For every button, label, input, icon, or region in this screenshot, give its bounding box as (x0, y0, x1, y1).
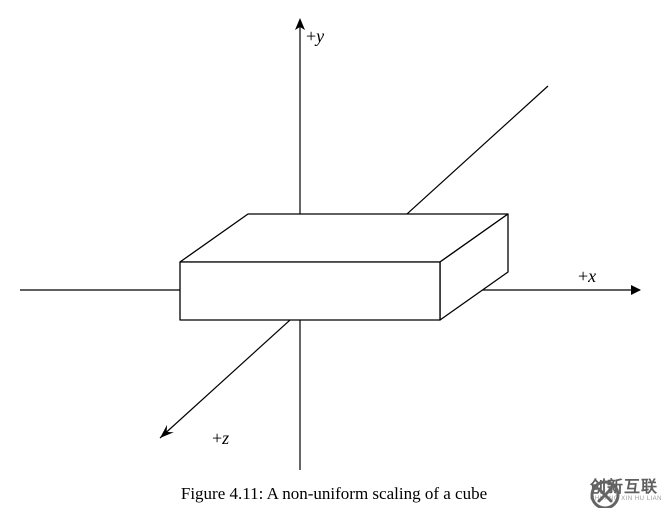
cube-front-face (180, 262, 440, 320)
x-axis-label: +x (578, 266, 596, 286)
watermark-logo-icon (590, 480, 620, 508)
y-axis-label: +y (306, 26, 324, 46)
figure-caption: Figure 4.11: A non-uniform scaling of a … (0, 484, 668, 504)
watermark: 创新互联 CHUANG XIN HU LIAN (590, 480, 662, 502)
figure-svg: +x +y +z (0, 0, 668, 508)
z-axis-label: +z (212, 428, 229, 448)
